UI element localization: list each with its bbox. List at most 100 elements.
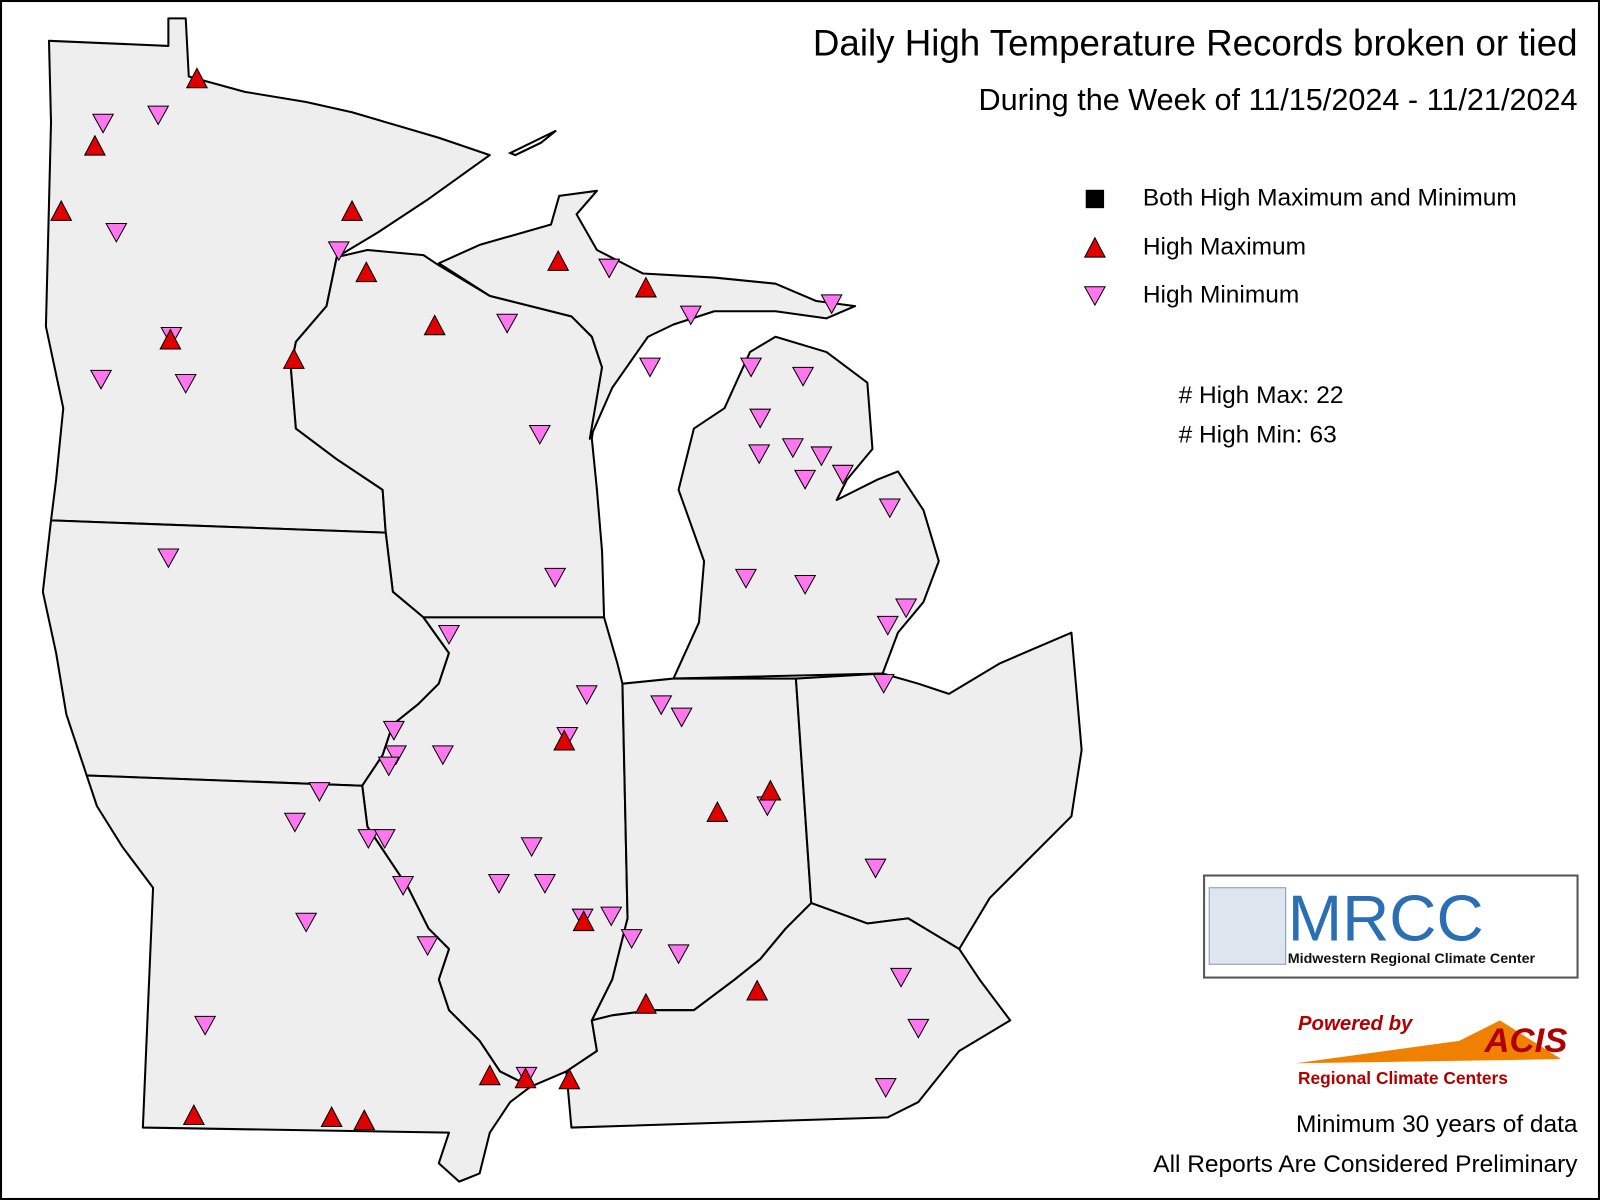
marker-high-min: [487, 873, 511, 894]
michigan-lp: [672, 335, 940, 680]
legend-label: High Minimum: [1143, 281, 1299, 308]
marker-high-min: [147, 105, 170, 126]
legend-label: High Maximum: [1143, 233, 1306, 260]
legend-label: Both High Maximum and Minimum: [1143, 184, 1517, 211]
mrcc-logo: MRCC Midwestern Regional Climate Center: [1203, 874, 1579, 979]
marker-high-min: [391, 876, 415, 896]
marker-high-min: [89, 369, 113, 390]
marker-high-min: [748, 444, 771, 465]
marker-high-min: [544, 567, 567, 588]
marker-high-min: [384, 745, 407, 766]
logo-map: [1208, 887, 1287, 965]
marker-high-min: [174, 373, 197, 394]
count-label: # High Max:: [1179, 382, 1310, 409]
marker-high-min: [520, 837, 543, 858]
title: Daily High Temperature Records broken or…: [813, 23, 1578, 64]
logo-fullname: Midwestern Regional Climate Center: [1288, 951, 1536, 967]
marker-high-min: [600, 906, 623, 927]
marker-high-max: [759, 779, 782, 801]
count-value: 22: [1316, 382, 1343, 409]
marker-high-min: [907, 1018, 930, 1039]
footer-note: Minimum 30 years of data: [1296, 1111, 1578, 1138]
marker-high-min: [895, 598, 918, 619]
marker-high-min: [794, 469, 817, 490]
marker-high-min: [295, 912, 318, 933]
marker-high-min: [437, 625, 461, 645]
marker-high-min: [864, 858, 887, 879]
marker-high-min: [810, 446, 833, 467]
marker-high-max: [282, 347, 305, 369]
count: # High Min: 63: [1179, 422, 1337, 449]
kentucky: [565, 902, 1012, 1129]
marker-high-min: [496, 313, 519, 334]
marker-high-min: [872, 673, 895, 694]
marker-high-min: [794, 575, 817, 595]
marker-high-max: [553, 729, 576, 751]
marker-high-max: [558, 1068, 581, 1090]
marker-high-min: [749, 408, 772, 429]
marker-high-max: [746, 979, 769, 1001]
logo-powered: Powered by: [1298, 1013, 1414, 1035]
marker-high-min: [373, 829, 396, 850]
marker-high-max: [706, 800, 729, 822]
marker-high-min: [878, 498, 901, 519]
marker-high-min: [575, 685, 598, 706]
marker-high-min: [781, 438, 804, 459]
marker-high-max: [514, 1067, 537, 1089]
marker-high-max: [355, 261, 378, 283]
legend-symbol-high-max: [1083, 236, 1106, 258]
marker-high-max: [634, 276, 657, 298]
marker-high-min: [638, 357, 662, 378]
logo-sub: Regional Climate Centers: [1298, 1068, 1508, 1088]
marker-high-min: [382, 720, 405, 741]
marker-high-max: [320, 1106, 343, 1128]
marker-high-max: [423, 314, 446, 336]
marker-high-min: [377, 756, 400, 777]
marker-high-min: [791, 366, 815, 387]
marker-high-min: [194, 1015, 217, 1036]
marker-high-max: [185, 67, 208, 89]
marker-high-min: [679, 305, 702, 326]
marker-high-min: [734, 568, 757, 589]
marker-high-max: [478, 1064, 501, 1086]
marker-high-min: [667, 944, 690, 965]
marker-high-max: [83, 134, 106, 156]
legend-symbol-high-min: [1083, 286, 1106, 307]
marker-high-max: [159, 328, 182, 350]
marker-high-min: [357, 829, 380, 850]
michigan-up: [437, 189, 857, 440]
marker-high-min: [533, 873, 556, 894]
footer-note: All Reports Are Considered Preliminary: [1153, 1151, 1578, 1178]
marker-high-min: [889, 967, 913, 988]
acis-logo: Powered by ACIS Regional Climate Centers: [1295, 1013, 1567, 1088]
marker-high-min: [876, 615, 899, 636]
marker-high-min: [416, 936, 439, 957]
marker-high-min: [820, 294, 843, 315]
count-label: # High Min:: [1179, 422, 1303, 449]
marker-high-min: [650, 695, 673, 716]
marker-high-min: [739, 357, 763, 378]
legend-symbol-both: [1085, 189, 1105, 209]
subtitle: During the Week of 11/15/2024 - 11/21/20…: [979, 83, 1578, 117]
marker-high-max: [353, 1109, 376, 1131]
marker-high-min: [327, 241, 350, 262]
marker-high-max: [572, 910, 595, 932]
states: [41, 17, 1083, 1183]
marker-high-max: [50, 199, 73, 221]
marker-high-min: [91, 113, 115, 134]
marker-high-max: [634, 992, 657, 1014]
marker-high-max: [340, 199, 364, 221]
marker-high-min: [598, 258, 621, 279]
marker-high-min: [431, 745, 454, 766]
logo-swoosh: [1295, 1020, 1562, 1064]
marker-high-max: [547, 249, 570, 271]
marker-high-min: [105, 222, 128, 243]
marker-high-min: [874, 1078, 897, 1098]
marker-high-min: [308, 782, 331, 803]
marker-high-min: [157, 548, 180, 569]
count-value: 63: [1309, 422, 1336, 449]
logo-name: MRCC: [1288, 882, 1484, 955]
marker-high-min: [620, 929, 643, 950]
